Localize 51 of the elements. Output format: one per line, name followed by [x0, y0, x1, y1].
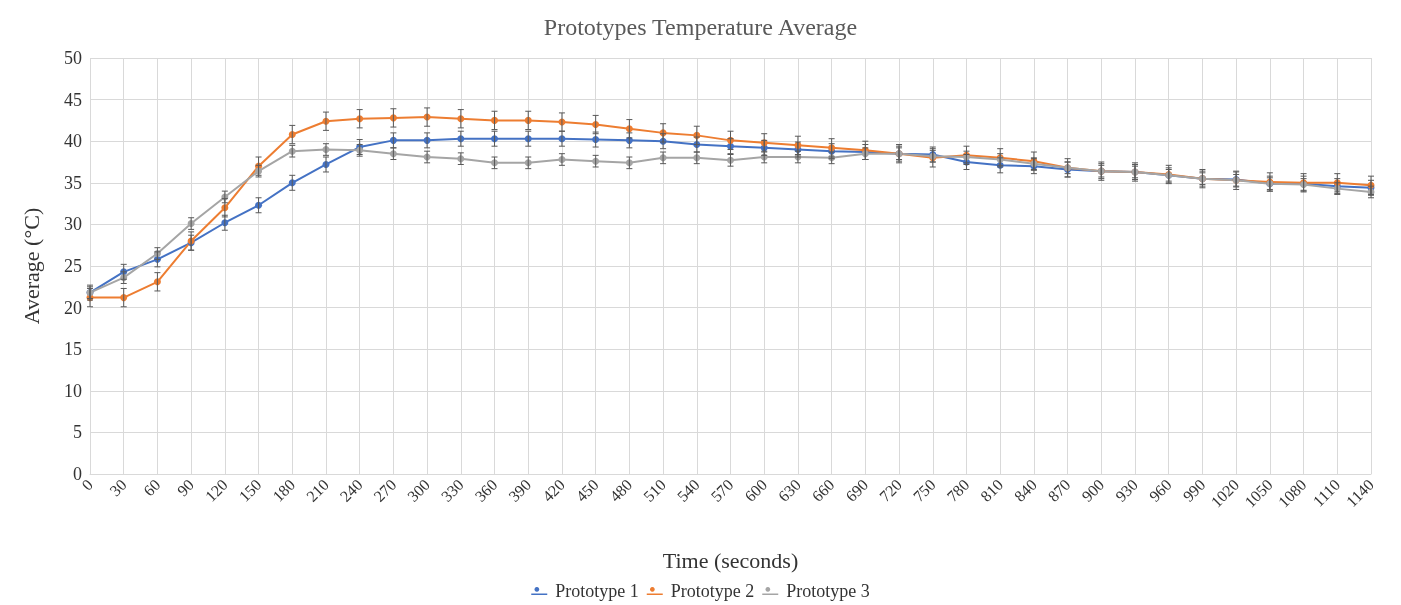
x-tick-label: 630 — [774, 475, 804, 505]
x-tick-label: 750 — [909, 475, 939, 505]
x-tick-label: 240 — [336, 475, 366, 505]
x-tick-label: 300 — [404, 475, 434, 505]
x-tick-label: 900 — [1078, 475, 1108, 505]
x-tick-label: 330 — [437, 475, 467, 505]
x-tick-label: 570 — [707, 475, 737, 505]
x-tick-label: 510 — [640, 475, 670, 505]
y-tick-label: 45 — [64, 89, 82, 110]
x-tick-label: 420 — [538, 475, 568, 505]
y-tick-label: 5 — [73, 422, 82, 443]
x-tick-label: 60 — [140, 475, 164, 500]
x-tick-label: 540 — [673, 475, 703, 505]
x-tick-label: 960 — [1145, 475, 1175, 505]
x-tick-label: 360 — [471, 475, 501, 505]
x-tick-label: 990 — [1179, 475, 1209, 505]
x-tick-label: 690 — [842, 475, 872, 505]
y-tick-label: 40 — [64, 131, 82, 152]
x-tick-label: 720 — [876, 475, 906, 505]
x-tick-label: 1110 — [1309, 475, 1344, 510]
x-axis-title: Time (seconds) — [662, 547, 799, 573]
x-tick-label: 270 — [370, 475, 400, 505]
x-tick-label: 180 — [269, 475, 299, 505]
legend-label: Prototype 3 — [786, 581, 870, 601]
y-axis-title: Average (°C) — [18, 207, 44, 325]
legend-label: Prototype 2 — [670, 581, 755, 601]
x-tick-label: 120 — [201, 475, 231, 505]
y-tick-label: 20 — [64, 297, 82, 318]
y-tick-label: 15 — [64, 339, 82, 360]
x-tick-label: 450 — [572, 475, 602, 505]
x-tick-label: 30 — [106, 475, 130, 500]
x-tick-label: 840 — [1010, 475, 1040, 505]
x-tick-label: 150 — [235, 475, 265, 505]
chart-title: Prototypes Temperature Average — [543, 14, 858, 40]
y-tick-label: 25 — [64, 256, 82, 276]
x-tick-label: 780 — [943, 475, 973, 505]
y-tick-label: 10 — [64, 380, 82, 401]
legend-label: Prototype 1 — [555, 581, 639, 601]
x-tick-label: 870 — [1044, 475, 1074, 505]
x-tick-label: 210 — [303, 475, 332, 505]
x-tick-label: 600 — [741, 475, 771, 505]
x-tick-label: 1140 — [1342, 475, 1378, 511]
x-tick-label: 90 — [173, 475, 198, 500]
y-tick-label: 35 — [64, 172, 82, 193]
y-tick-label: 30 — [64, 214, 82, 235]
y-tick-label: 50 — [64, 48, 82, 68]
x-tick-label: 390 — [505, 475, 535, 505]
x-tick-label: 480 — [606, 475, 636, 505]
x-tick-label: 930 — [1112, 475, 1142, 505]
x-tick-label: 660 — [808, 475, 838, 505]
x-tick-label: 810 — [977, 475, 1007, 505]
